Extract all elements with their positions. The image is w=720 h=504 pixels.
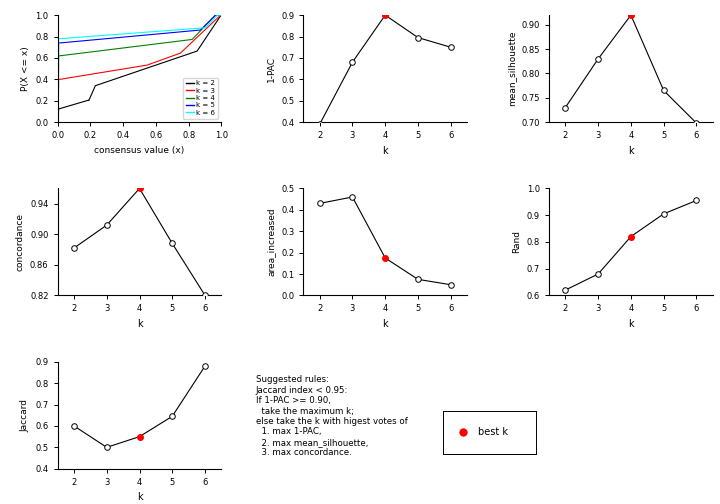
X-axis label: k: k [628, 319, 634, 329]
X-axis label: k: k [137, 319, 143, 329]
Text: Suggested rules:
Jaccard index < 0.95:
If 1-PAC >= 0.90,
  take the maximum k;
e: Suggested rules: Jaccard index < 0.95: I… [256, 375, 408, 457]
Y-axis label: P(X <= x): P(X <= x) [21, 46, 30, 91]
Legend: k = 2, k = 3, k = 4, k = 5, k = 6: k = 2, k = 3, k = 4, k = 5, k = 6 [183, 78, 218, 118]
X-axis label: consensus value (x): consensus value (x) [94, 146, 184, 155]
X-axis label: k: k [137, 492, 143, 502]
X-axis label: k: k [382, 319, 388, 329]
Y-axis label: area_increased: area_increased [266, 208, 276, 276]
Text: best k: best k [478, 427, 508, 437]
X-axis label: k: k [382, 146, 388, 156]
Y-axis label: Jaccard: Jaccard [21, 399, 30, 432]
Y-axis label: concordance: concordance [15, 213, 24, 271]
Y-axis label: Rand: Rand [512, 230, 521, 254]
X-axis label: k: k [628, 146, 634, 156]
Y-axis label: mean_silhouette: mean_silhouette [507, 31, 516, 106]
Y-axis label: 1-PAC: 1-PAC [266, 55, 276, 82]
